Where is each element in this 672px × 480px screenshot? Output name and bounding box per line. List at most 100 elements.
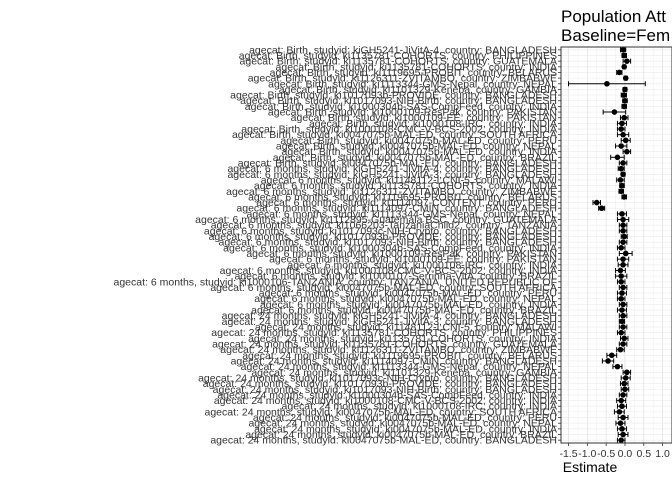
estimate-point: [617, 346, 624, 353]
estimate-point: [620, 47, 626, 53]
estimate-point: [622, 97, 628, 104]
y-tick-label: agecat: 6 months, studyid: kiGH5241-JiVi…: [227, 163, 557, 175]
estimate-point: [620, 131, 626, 138]
y-tick-label: agecat: Birth, studyid: ki1101329-Keneba…: [279, 84, 557, 96]
estimate-point: [618, 278, 625, 285]
y-tick-label: agecat: Birth, studyid: ki0047075b-MAL-E…: [276, 141, 557, 153]
x-tick-label: 0.0: [618, 448, 633, 460]
estimate-point: [620, 284, 626, 291]
panel-border: [560, 46, 672, 444]
y-tick-label: agecat: 24 months, studyid: ki1000108-IR…: [282, 401, 557, 413]
x-tick-label: 0.5: [636, 448, 651, 460]
y-tick-label: agecat: 24 months, studyid: ki1135781-CO…: [248, 333, 557, 345]
y-tick-label: agecat: Birth, studyid: ki1135781-COHORT…: [239, 50, 557, 62]
y-tick-label: agecat: 24 months, studyid: ki1148112-LC…: [255, 322, 557, 334]
estimate-point: [617, 177, 624, 183]
y-tick-label: agecat: 6 months, studyid: ki1017093c-NI…: [204, 225, 557, 237]
estimate-point: [620, 324, 626, 330]
y-tick-label: agecat: 6 months, studyid: ki1000304b-SA…: [223, 242, 557, 254]
y-tick-label: agecat: 24 months, studyid: ki0047075b-M…: [205, 406, 558, 418]
estimate-point: [618, 188, 625, 195]
y-tick-label: agecat: Birth, studyid: ki1126311-ZVITAM…: [248, 73, 557, 85]
estimate-point: [624, 58, 630, 64]
estimate-point: [593, 199, 600, 206]
estimate-point: [618, 329, 625, 336]
estimate-point: [620, 392, 626, 398]
estimate-points: [593, 47, 630, 443]
estimate-point: [619, 307, 625, 313]
y-tick-label: agecat: 24 months, studyid: ki1114097-CM…: [231, 355, 557, 367]
y-tick-label: agecat: 24 months, studyid: kiGH5241-JiV…: [222, 310, 557, 322]
y-tick-label: agecat: 24 months, studyid: ki1000304b-S…: [217, 389, 557, 401]
estimate-point: [618, 143, 625, 149]
y-tick-label: agecat: 6 months, studyid: ki1000108-CMC…: [220, 265, 557, 277]
estimate-point: [620, 228, 626, 234]
estimate-point: [605, 358, 611, 364]
estimate-point: [621, 103, 628, 110]
estimate-point: [619, 426, 625, 432]
estimate-point: [621, 380, 628, 387]
estimate-point: [621, 335, 628, 342]
y-tick-label: agecat: 24 months, studyid: ki1017093c-N…: [198, 372, 557, 384]
estimate-point: [618, 295, 625, 302]
estimate-point: [614, 154, 621, 161]
y-axis-labels: agecat: Birth, studyid: kiGH5241-JiVitA-…: [114, 44, 558, 446]
y-tick-label: agecat: 6 months, studyid: ki0047075b-MA…: [210, 282, 557, 294]
y-tick-label: agecat: 24 months, studyid: ki1017093b-P…: [203, 378, 557, 390]
estimate-point: [622, 75, 629, 81]
y-tick-label: agecat: Birth, studyid: ki1017093-NIH-Bi…: [240, 95, 557, 107]
y-tick-label: agecat: 24 months, studyid: ki0047075b-M…: [245, 429, 557, 441]
y-tick-label: agecat: 24 months, studyid: ki1000108-CM…: [214, 395, 557, 407]
estimate-point: [622, 137, 629, 144]
estimate-point: [604, 80, 610, 87]
estimate-point: [619, 120, 625, 127]
y-tick-label: agecat: 24 months, studyid: ki1101329-Ke…: [251, 367, 557, 379]
estimate-point: [598, 205, 605, 212]
y-tick-label: agecat: 6 months, studyid: kiGH5241-JiVi…: [227, 169, 557, 181]
x-tick-label: -0.5: [597, 448, 615, 460]
estimate-point: [620, 171, 626, 178]
estimate-point: [624, 369, 630, 376]
estimate-point: [622, 375, 629, 381]
y-tick-label: agecat: 6 months, studyid: ki1066203-Tan…: [211, 220, 557, 232]
y-tick-label: agecat: 6 months, studyid: ki1113344-GMS…: [247, 208, 558, 220]
estimate-point: [621, 233, 628, 240]
y-tick-label: agecat: Birth, studyid: ki1000109-EE, co…: [291, 112, 557, 124]
estimate-point: [620, 262, 626, 268]
estimate-point: [621, 64, 628, 70]
estimate-point: [620, 301, 626, 308]
estimate-point: [621, 114, 628, 121]
y-tick-label: agecat: 24 months, studyid: ki1113344-GM…: [241, 361, 557, 373]
y-tick-label: agecat: 6 months, studyid: ki1000106-TAN…: [114, 276, 558, 288]
estimate-point: [620, 239, 626, 245]
estimate-point: [617, 420, 624, 427]
y-tick-label: agecat: 24 months, studyid: kiGH5241-JiV…: [222, 316, 557, 328]
estimate-point: [620, 160, 626, 166]
chart-subtitle: Baseline=Fem: [561, 26, 670, 45]
estimate-point: [618, 273, 625, 279]
estimate-point: [614, 363, 621, 370]
estimate-point: [608, 352, 615, 359]
estimate-point: [622, 386, 628, 393]
x-axis-title: Estimate: [563, 459, 618, 475]
y-tick-label: agecat: Birth, studyid: ki1135781-COHORT…: [240, 56, 557, 68]
y-tick-label: agecat: 6 months, studyid: ki1119695-PRO…: [248, 191, 557, 203]
y-tick-label: agecat: 6 months, studyid: ki1000109-EE,…: [269, 254, 557, 266]
estimate-point: [620, 431, 626, 438]
chart-title: Population Att: [561, 7, 666, 26]
estimate-point: [622, 86, 628, 93]
estimate-point: [618, 126, 625, 132]
y-tick-label: agecat: Birth, studyid: ki0047075b-MAL-E…: [238, 157, 557, 169]
estimate-point: [624, 148, 630, 155]
y-tick-label: agecat: Birth, studyid: ki1000109-ResPak…: [268, 107, 557, 119]
estimate-point: [616, 409, 623, 415]
y-tick-label: agecat: Birth, studyid: ki1000108-CMC-V-…: [241, 124, 557, 136]
y-tick-label: agecat: 24 months, studyid: ki0047075b-M…: [248, 418, 557, 430]
estimate-point: [619, 290, 625, 296]
estimate-point: [616, 69, 623, 76]
y-tick-label: agecat: 6 months, studyid: ki1000107-Ser…: [234, 271, 557, 283]
y-tick-label: agecat: Birth, studyid: ki1135781-COHORT…: [276, 61, 557, 73]
y-tick-label: agecat: Birth, studyid: ki1119695-PROBIT…: [270, 67, 557, 79]
y-tick-label: agecat: Birth, studyid: ki1113344-GMS-Ne…: [268, 78, 557, 90]
